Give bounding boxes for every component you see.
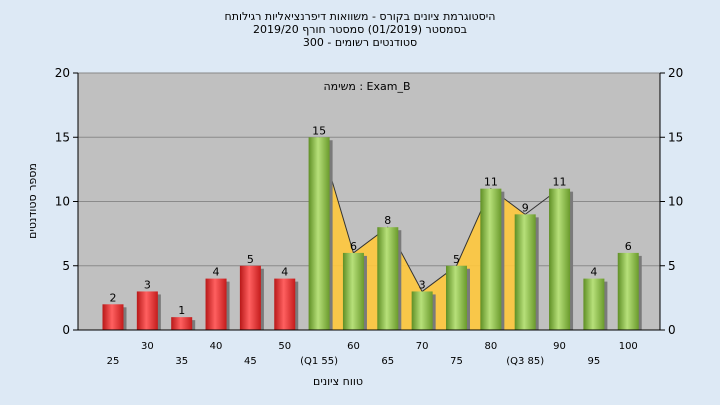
y-tick-label-right: 20 [668,66,683,80]
bar [342,252,364,330]
x-tick-label: 95 [588,356,601,367]
bar-value-label: 5 [453,253,460,266]
x-tick-label: 35 [175,356,188,367]
x-tick-label: 25 [107,356,120,367]
bar-value-label: 4 [213,266,220,279]
bar [514,214,536,330]
quartile-area-fill [319,137,526,330]
y-tick-label-right: 15 [668,130,683,144]
x-tick-label: 60 [347,341,360,352]
x-tick-label: 75 [450,356,463,367]
bar [411,291,433,330]
bar [446,265,467,330]
bar [308,137,330,330]
chart-annotation: משימה : Exam_B [323,80,410,93]
y-tick-label-left: 20 [55,66,70,80]
y-tick-label-left: 0 [62,323,70,337]
x-tick-label: 65 [381,356,394,367]
bar [583,278,605,330]
bar [617,252,639,330]
y-tick-label-right: 5 [668,259,676,273]
x-tick-label: (Q3 85) [506,356,544,367]
chart-title-line-2: בסמסטר (01/2019) סמסטר חורף 2019/20 [253,23,467,36]
x-tick-label: (Q1 55) [300,356,338,367]
y-tick-label-right: 0 [668,323,676,337]
bar-value-label: 4 [590,266,597,279]
chart-title-line-1: היסטוגרמת ציונים בקורס - משוואות דיפרנצי… [225,10,496,23]
x-tick-label: 45 [244,356,257,367]
y-axis-label: מספר סטודנטים [26,163,39,239]
bar-value-label: 9 [522,201,529,214]
bar-value-label: 3 [419,278,426,291]
bar-value-label: 15 [312,124,326,137]
x-tick-label: 80 [484,341,497,352]
x-tick-label: 50 [278,341,291,352]
bar-value-label: 5 [247,253,254,266]
bar-value-label: 2 [110,291,117,304]
chart-title: היסטוגרמת ציונים בקורס - משוואות דיפרנצי… [225,10,496,49]
bar-value-label: 8 [384,214,391,227]
y-tick-label-right: 10 [668,195,683,209]
y-axis-right: 0 5 10 15 20 [659,66,683,337]
bar [205,278,227,330]
chart-title-line-3: סטודנטים רשומים - 300 [303,36,417,49]
data-labels: 2 3 1 4 5 4 15 6 8 3 5 11 9 11 4 6 [110,124,632,317]
bar [274,278,296,330]
bar-value-label: 6 [350,240,357,253]
bar-value-label: 1 [178,304,185,317]
x-tick-label: 40 [210,341,223,352]
bar [136,291,158,330]
bar-value-label: 11 [484,176,498,189]
bar [480,188,502,330]
y-tick-label-left: 5 [62,259,70,273]
quartile-area-outline [318,137,560,293]
y-tick-label-left: 15 [55,130,70,144]
x-tick-label: 70 [416,341,429,352]
bar [239,265,261,330]
x-axis: 25 30 35 40 45 50 (Q1 55) 60 65 70 75 80 (Q3 85) 90 95… [78,329,660,367]
quartile-area [318,137,560,330]
bar [102,304,124,330]
x-tick-label: 30 [141,341,154,352]
bar [549,188,571,330]
y-tick-label-left: 10 [55,195,70,209]
x-tick-label: 90 [553,341,566,352]
bar-value-label: 6 [625,240,632,253]
x-tick-label: 100 [619,341,638,352]
y-axis-left: 0 5 10 15 20 [55,66,79,337]
bar [377,227,399,330]
bar [171,317,193,330]
bar-value-label: 3 [144,278,151,291]
bar-value-label: 4 [281,266,288,279]
bar-value-label: 11 [553,176,567,189]
x-axis-label: טווח ציונים [313,375,363,388]
bars [102,137,642,330]
